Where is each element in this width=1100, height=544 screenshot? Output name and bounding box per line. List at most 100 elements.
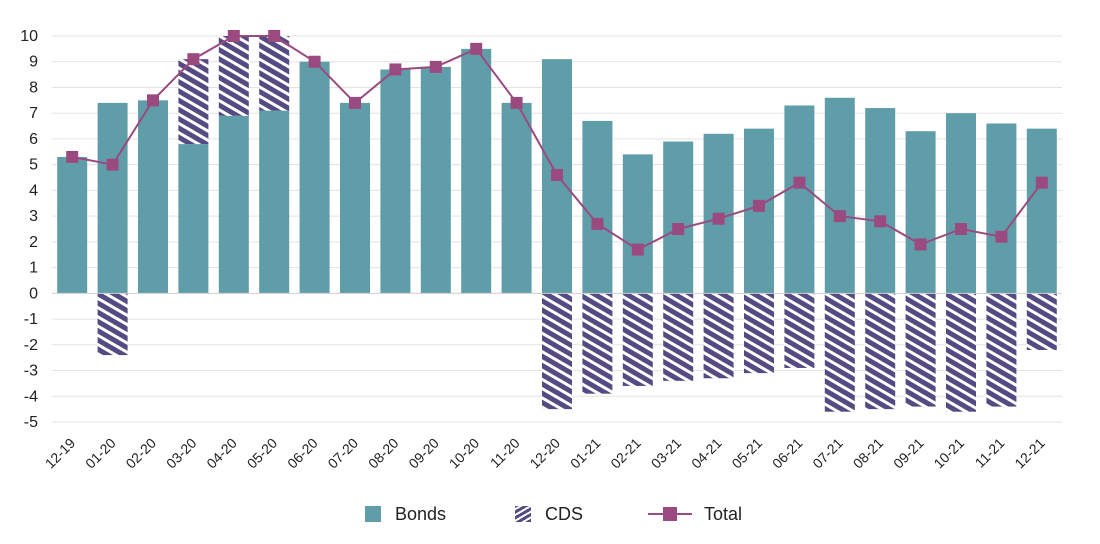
total-marker <box>147 94 159 107</box>
total-marker <box>753 199 765 212</box>
total-marker <box>1035 176 1048 189</box>
total-swatch-icon <box>648 506 692 522</box>
cds-bar <box>1026 293 1057 350</box>
y-tick-label: 1 <box>29 260 38 277</box>
legend-label-total: Total <box>704 503 743 524</box>
x-tick-label: 10-21 <box>930 435 967 472</box>
bonds-bar <box>582 120 613 294</box>
cds-bar <box>663 293 694 381</box>
legend-label-bonds: Bonds <box>395 503 447 524</box>
y-tick-label: -3 <box>24 363 38 380</box>
bonds-bar <box>905 131 936 294</box>
legend-item-bonds: Bonds <box>365 498 446 530</box>
total-marker <box>106 158 119 171</box>
bonds-swatch-icon <box>365 506 381 522</box>
cds-bar <box>259 36 290 111</box>
cds-bar <box>218 36 249 116</box>
bonds-bar <box>97 102 128 294</box>
total-marker <box>712 212 725 225</box>
total-marker <box>308 55 321 68</box>
cds-bar <box>986 293 1017 407</box>
y-tick-label: -5 <box>24 414 38 431</box>
cds-bar <box>784 293 815 368</box>
bars <box>57 36 1057 412</box>
x-tick-label: 04-21 <box>688 435 725 472</box>
total-marker <box>793 176 806 189</box>
total-marker <box>268 30 281 42</box>
x-tick-label: 12-21 <box>1011 435 1048 472</box>
bonds-bar <box>1026 128 1057 294</box>
x-tick-label: 07-21 <box>809 435 846 472</box>
total-marker <box>833 210 846 223</box>
total-marker <box>874 215 887 228</box>
x-axis-ticks: 12-19 01-20 02-20 03-20 04-20 05-20 06-20 07-20… <box>42 435 1048 472</box>
cds-bar <box>824 293 855 412</box>
bonds-bar <box>946 113 976 294</box>
legend-label-cds: CDS <box>545 503 584 524</box>
total-marker <box>672 223 685 235</box>
total-line <box>66 30 1048 256</box>
y-tick-label: -1 <box>24 311 38 328</box>
x-tick-label: 04-20 <box>203 435 240 472</box>
legend: Bonds CDS Total <box>0 498 1100 530</box>
x-tick-label: 07-20 <box>324 435 361 472</box>
x-tick-label: 08-20 <box>365 435 402 472</box>
y-tick-label: -4 <box>24 388 38 405</box>
cds-bar <box>744 293 774 374</box>
bonds-bar <box>501 102 532 294</box>
y-tick-label: 4 <box>29 182 38 199</box>
y-tick-label: 8 <box>29 79 38 96</box>
total-marker <box>429 60 442 73</box>
x-tick-label: 12-20 <box>526 435 563 472</box>
bonds-bar <box>663 141 694 294</box>
total-marker <box>591 217 604 230</box>
cds-bar <box>946 293 976 412</box>
total-marker <box>349 96 361 109</box>
bonds-bar <box>178 144 209 294</box>
y-tick-label: 10 <box>20 28 38 45</box>
cds-bar <box>97 293 128 356</box>
bonds-bar <box>218 115 249 294</box>
cds-bar <box>622 293 653 386</box>
total-marker <box>470 42 483 55</box>
bonds-bar <box>380 69 411 294</box>
x-tick-label: 06-20 <box>284 435 321 472</box>
x-tick-label: 12-19 <box>42 435 79 472</box>
bonds-bar <box>420 66 451 294</box>
total-marker <box>955 223 967 235</box>
y-tick-label: 6 <box>29 131 38 148</box>
cds-bar <box>582 293 613 394</box>
x-tick-label: 11-20 <box>487 435 523 471</box>
y-tick-label: 0 <box>29 285 38 302</box>
bonds-bar <box>340 102 370 294</box>
cds-bar <box>703 293 734 379</box>
cds-swatch-icon <box>515 506 531 522</box>
total-marker <box>631 243 644 256</box>
bonds-bar <box>461 48 492 294</box>
bonds-bar <box>784 105 815 294</box>
bonds-bar <box>986 123 1017 294</box>
bonds-bar <box>299 61 330 294</box>
x-tick-label: 02-20 <box>122 435 159 472</box>
legend-item-total: Total <box>648 498 742 530</box>
x-tick-label: 06-21 <box>769 435 806 472</box>
bonds-bar <box>824 97 855 294</box>
x-tick-label: 01-20 <box>82 435 119 472</box>
cds-bar <box>905 293 936 407</box>
cds-bar <box>542 293 572 410</box>
x-tick-label: 02-21 <box>607 435 644 472</box>
x-tick-label: 03-20 <box>163 435 200 472</box>
y-tick-label: 2 <box>29 234 38 251</box>
cds-bar <box>865 293 896 410</box>
x-tick-label: 03-21 <box>648 435 685 472</box>
x-tick-label: 05-20 <box>244 435 281 472</box>
x-tick-label: 09-21 <box>890 435 927 472</box>
cds-bar <box>178 59 209 145</box>
y-tick-label: 3 <box>29 208 38 225</box>
x-tick-label: 08-21 <box>850 435 887 472</box>
total-marker <box>551 168 563 181</box>
total-marker <box>389 63 402 76</box>
